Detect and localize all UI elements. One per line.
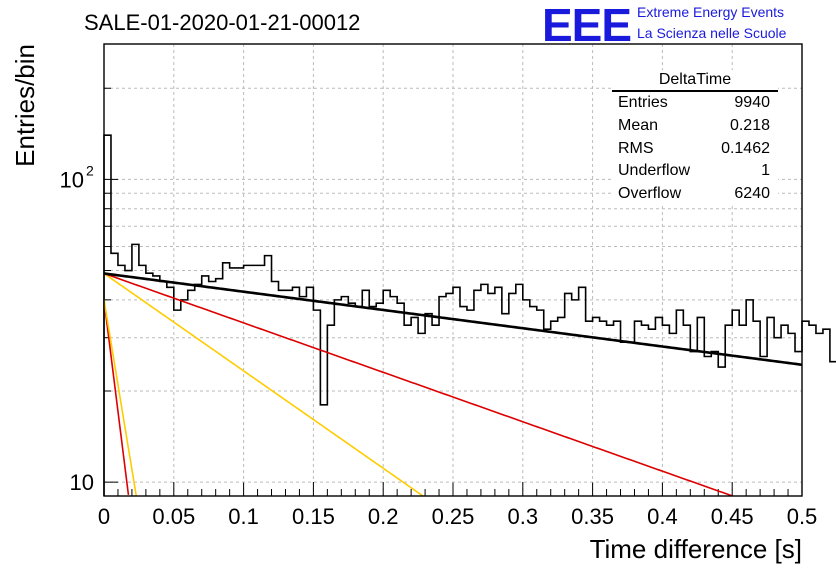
stat-label: RMS xyxy=(618,139,654,157)
fit-curve-component-3 xyxy=(104,299,138,496)
stat-label: Overflow xyxy=(618,185,682,203)
x-tick-label: 0.3 xyxy=(508,504,539,529)
stat-value: 1 xyxy=(761,162,770,180)
fit-curve-component-2 xyxy=(104,272,425,496)
x-tick-label: 0 xyxy=(98,504,110,529)
x-tick-label: 0.25 xyxy=(432,504,475,529)
y-tick-label: 10 xyxy=(70,470,94,495)
y-tick-label: 10 xyxy=(60,167,84,192)
stat-row-underflow: Underflow 1 xyxy=(612,160,778,183)
stat-value: 0.1462 xyxy=(721,139,770,157)
stat-row-rms: RMS 0.1462 xyxy=(612,138,778,161)
histogram-series xyxy=(103,134,836,496)
x-tick-label: 0.35 xyxy=(571,504,614,529)
eee-subtitle-line1: Extreme Energy Events xyxy=(637,4,785,20)
x-tick-label: 0.15 xyxy=(292,504,335,529)
fit-curve-total xyxy=(104,272,802,367)
stat-value: 0.218 xyxy=(729,116,770,134)
eee-logo: EEE xyxy=(542,0,632,51)
x-tick-label: 0.05 xyxy=(152,504,195,529)
fit-curve-component-1 xyxy=(104,272,735,496)
plot-frame xyxy=(103,43,803,497)
stats-box: DeltaTime Entries 9940 Mean 0.218 RMS 0.… xyxy=(612,70,778,206)
stat-label: Mean xyxy=(618,116,659,134)
stat-value: 9940 xyxy=(734,94,770,111)
stat-label: Entries xyxy=(618,94,668,111)
x-tick-label: 0.45 xyxy=(711,504,754,529)
fit-curve-component-4 xyxy=(104,299,130,495)
stat-row-overflow: Overflow 6240 xyxy=(612,183,778,206)
stats-title: DeltaTime xyxy=(612,70,778,92)
stat-row-mean: Mean 0.218 xyxy=(612,115,778,138)
x-tick-label: 0.1 xyxy=(228,504,259,529)
stat-row-entries: Entries 9940 xyxy=(612,92,778,115)
stat-value: 6240 xyxy=(734,185,770,203)
y-tick-exponent: 2 xyxy=(86,162,94,178)
eee-subtitle-line2: La Scienza nelle Scuole xyxy=(637,25,787,41)
x-axis-label: Time difference [s] xyxy=(590,534,802,564)
x-tick-label: 0.2 xyxy=(368,504,399,529)
stat-label: Underflow xyxy=(618,162,691,180)
chart-title: SALE-01-2020-01-21-00012 xyxy=(84,10,361,35)
x-tick-label: 0.4 xyxy=(647,504,678,529)
x-tick-label: 0.5 xyxy=(787,504,818,529)
y-axis-label: Entries/bin xyxy=(10,44,40,167)
